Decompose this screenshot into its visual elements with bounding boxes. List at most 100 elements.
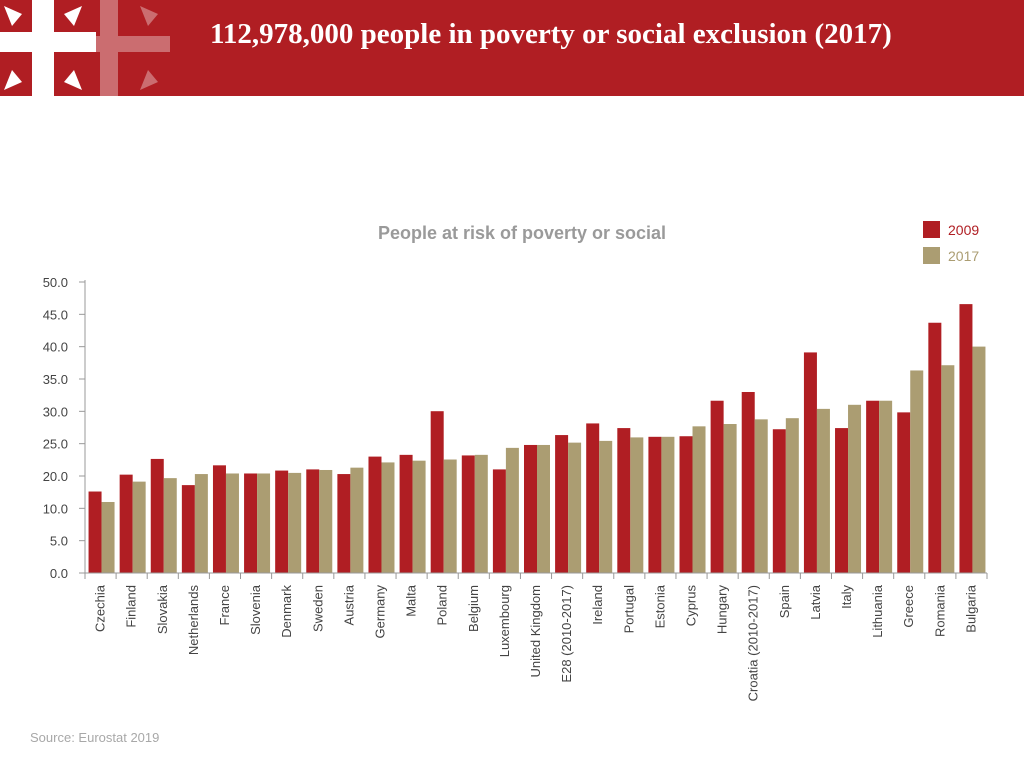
- bar-2017: [785, 418, 799, 573]
- x-tick-label: Slovakia: [155, 584, 170, 634]
- y-tick-label: 5.0: [50, 534, 68, 549]
- bar-chart: People at risk of poverty or social 2009…: [43, 221, 988, 701]
- x-tick-label: Lithuania: [870, 584, 885, 638]
- bar-2009: [150, 458, 164, 573]
- bars-group: [88, 304, 986, 573]
- bar-2017: [381, 462, 395, 573]
- x-tick-label: Poland: [435, 585, 450, 625]
- bar-2017: [225, 473, 239, 573]
- bar-2017: [661, 436, 675, 573]
- y-tick-label: 20.0: [43, 469, 68, 484]
- page-title: 112,978,000 people in poverty or social …: [210, 18, 892, 50]
- x-tick-label: Czechia: [93, 584, 108, 632]
- x-tick-label: Cyprus: [684, 585, 699, 627]
- chart-title: People at risk of poverty or social: [378, 223, 666, 243]
- bar-2009: [897, 412, 911, 573]
- x-tick-label: Slovenia: [248, 584, 263, 635]
- bar-2017: [599, 440, 613, 573]
- bar-2009: [244, 473, 258, 573]
- bar-2009: [555, 435, 569, 573]
- bar-2009: [866, 400, 880, 573]
- bar-2017: [941, 365, 955, 573]
- bar-2017: [474, 454, 488, 573]
- bar-2017: [692, 426, 706, 573]
- bar-2017: [505, 447, 519, 573]
- bar-2017: [848, 404, 862, 573]
- bar-2009: [928, 322, 942, 573]
- bar-2009: [88, 491, 102, 573]
- bar-2009: [306, 469, 320, 573]
- x-tick-label: Estonia: [652, 584, 667, 628]
- bar-2009: [617, 428, 631, 573]
- bar-2009: [741, 391, 755, 573]
- bar-2017: [319, 469, 333, 573]
- legend-label: 2017: [948, 248, 979, 264]
- x-tick-label: Latvia: [808, 584, 823, 619]
- header-bar: 112,978,000 people in poverty or social …: [0, 0, 1024, 96]
- x-tick-label: E28 (2010-2017): [559, 585, 574, 683]
- chart-legend: 2009 2017: [923, 221, 979, 264]
- bar-2017: [350, 467, 364, 573]
- bar-2009: [586, 423, 600, 573]
- y-tick-label: 0.0: [50, 566, 68, 581]
- bar-2009: [648, 436, 662, 573]
- bar-2017: [816, 408, 830, 573]
- x-tick-label: Denmark: [279, 585, 294, 638]
- x-tick-label: Ireland: [590, 585, 605, 625]
- y-tick-label: 30.0: [43, 404, 68, 419]
- y-tick-label: 50.0: [43, 275, 68, 290]
- y-tick-label: 45.0: [43, 307, 68, 322]
- bar-2017: [879, 400, 893, 573]
- bar-2017: [537, 444, 550, 573]
- legend-label: 2009: [948, 222, 979, 238]
- y-tick-label: 40.0: [43, 340, 68, 355]
- x-tick-label: Sweden: [310, 585, 325, 632]
- bar-2017: [754, 419, 768, 573]
- bar-2009: [959, 304, 973, 573]
- bar-2009: [430, 411, 444, 573]
- bar-2017: [194, 474, 208, 573]
- legend-swatch: [923, 247, 940, 264]
- bar-2009: [803, 352, 817, 573]
- x-tick-label: Netherlands: [186, 585, 201, 656]
- y-tick-label: 25.0: [43, 437, 68, 452]
- x-tick-label: Portugal: [621, 585, 636, 634]
- bar-2017: [630, 437, 644, 573]
- caritas-cross-logo-icon: [0, 0, 170, 96]
- x-tick-label: Finland: [124, 585, 139, 628]
- bar-2017: [132, 481, 146, 573]
- x-tick-label: Croatia (2010-2017): [746, 585, 761, 701]
- bar-2009: [492, 469, 506, 573]
- x-tick-label: Malta: [404, 584, 419, 617]
- bar-2017: [972, 346, 986, 573]
- bar-2009: [679, 436, 693, 573]
- x-tick-label: Belgium: [466, 585, 481, 632]
- bar-2017: [257, 473, 271, 573]
- x-tick-label: United Kingdom: [528, 585, 543, 678]
- x-axis: Czechia Finland Slovakia Netherlands France S…: [84, 572, 988, 701]
- x-tick-label: Luxembourg: [497, 585, 512, 657]
- bar-2009: [337, 474, 351, 573]
- bar-2009: [275, 470, 289, 573]
- y-tick-label: 35.0: [43, 372, 68, 387]
- x-tick-label: Austria: [341, 584, 356, 625]
- bar-2017: [910, 370, 924, 573]
- bar-2009: [212, 465, 226, 573]
- y-axis: 50.0 45.0 40.0 35.0 30.0 25.0 20.0 10.0 5.0 0.0: [43, 275, 86, 581]
- bar-2017: [412, 460, 426, 573]
- bar-2009: [772, 429, 786, 573]
- x-tick-label: Greece: [901, 585, 916, 628]
- bar-2017: [568, 442, 582, 573]
- bar-2009: [368, 456, 382, 573]
- x-tick-label: Spain: [777, 585, 792, 618]
- bar-2009: [181, 485, 195, 573]
- x-tick-label: Germany: [372, 585, 387, 639]
- legend-swatch: [923, 221, 940, 238]
- x-tick-label: Hungary: [715, 585, 730, 635]
- x-tick-label: Romania: [932, 584, 947, 637]
- bar-2009: [835, 428, 849, 573]
- bar-2017: [163, 478, 177, 573]
- x-tick-label: Bulgaria: [963, 584, 978, 632]
- bar-2017: [723, 424, 737, 573]
- bar-2009: [524, 444, 537, 573]
